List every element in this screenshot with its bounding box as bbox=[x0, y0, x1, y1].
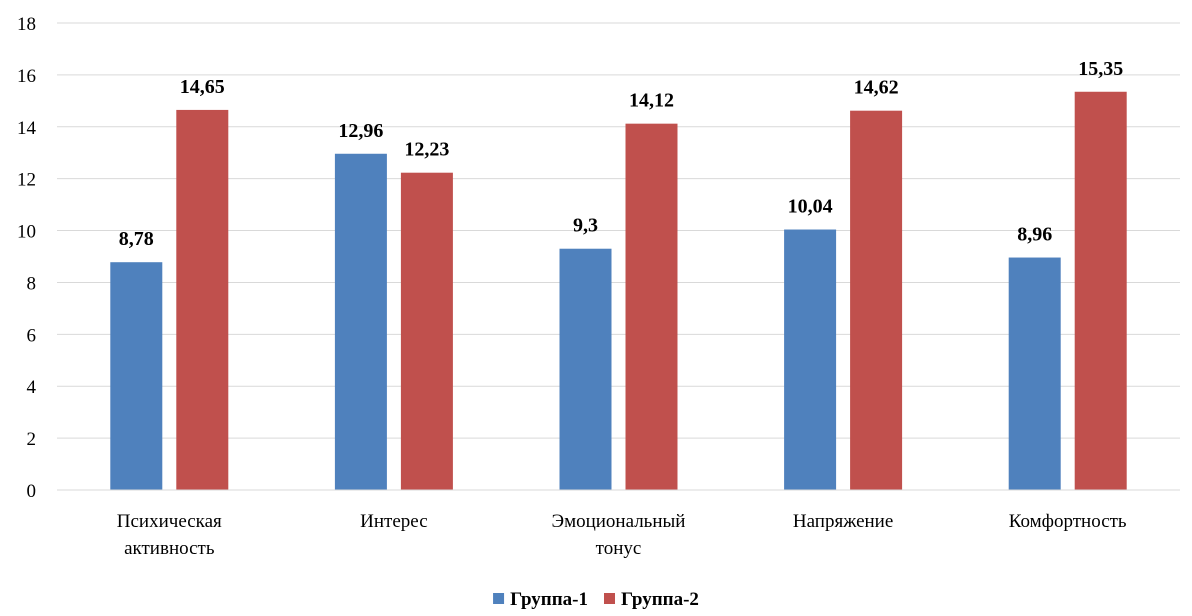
legend-label-2: Группа-2 bbox=[621, 589, 699, 610]
data-label: 15,35 bbox=[1078, 58, 1123, 80]
bar-2-5 bbox=[1074, 91, 1127, 490]
bar-2-3 bbox=[625, 123, 678, 491]
y-tick-label: 16 bbox=[17, 66, 36, 87]
bar-1-1 bbox=[110, 262, 163, 490]
y-tick-label: 18 bbox=[17, 14, 36, 35]
legend-swatch-1 bbox=[493, 593, 505, 604]
bar-1-5 bbox=[1008, 257, 1061, 490]
data-label: 8,96 bbox=[1017, 224, 1052, 246]
category-label-line: Эмоциональный bbox=[552, 511, 686, 532]
category-label: Напряжение bbox=[793, 511, 893, 532]
data-label: 10,04 bbox=[788, 196, 833, 218]
category-label-line: Напряжение bbox=[793, 511, 893, 532]
data-label: 14,12 bbox=[629, 90, 674, 112]
data-label: 12,23 bbox=[404, 139, 449, 161]
category-label: Психическая активность bbox=[117, 511, 222, 559]
category-label-line: Интерес bbox=[360, 511, 427, 532]
category-label: Комфортность bbox=[1009, 511, 1127, 532]
data-label: 9,3 bbox=[573, 215, 598, 237]
category-label-line: тонус bbox=[596, 538, 642, 559]
y-axis-ticks: 0 2 4 6 8 10 12 14 16 18 bbox=[17, 14, 37, 502]
y-tick-label: 0 bbox=[27, 481, 37, 502]
y-tick-label: 12 bbox=[17, 170, 36, 191]
legend: Группа-1 Группа-2 bbox=[493, 589, 699, 610]
bars bbox=[110, 91, 1127, 491]
bar-2-2 bbox=[400, 172, 453, 490]
legend-label-1: Группа-1 bbox=[510, 589, 588, 610]
data-label: 12,96 bbox=[338, 120, 383, 142]
y-tick-label: 6 bbox=[27, 325, 37, 346]
data-labels: 8,78 14,65 12,96 12,23 9,3 14,12 10,04 14,62 8,9… bbox=[119, 58, 1123, 250]
category-label-line: Психическая bbox=[117, 511, 222, 532]
category-label-line: активность bbox=[124, 538, 215, 559]
category-label: Эмоциональный тонус bbox=[552, 511, 686, 559]
gridlines bbox=[57, 22, 1180, 439]
bar-2-4 bbox=[850, 110, 903, 490]
y-tick-label: 2 bbox=[27, 429, 37, 450]
data-label: 8,78 bbox=[119, 228, 154, 250]
bar-1-4 bbox=[784, 229, 837, 491]
category-labels: Психическая активность Интерес Эмоциональны… bbox=[117, 511, 1127, 559]
category-label-line: Комфортность bbox=[1009, 511, 1127, 532]
category-label: Интерес bbox=[360, 511, 427, 532]
y-tick-label: 14 bbox=[17, 118, 37, 139]
y-tick-label: 4 bbox=[27, 377, 37, 398]
y-tick-label: 10 bbox=[17, 222, 36, 243]
bar-2-1 bbox=[176, 109, 229, 491]
bar-1-2 bbox=[334, 153, 387, 490]
data-label: 14,62 bbox=[854, 77, 899, 99]
bar-1-3 bbox=[559, 248, 612, 490]
legend-swatch-2 bbox=[604, 593, 615, 604]
y-tick-label: 8 bbox=[27, 273, 37, 294]
data-label: 14,65 bbox=[180, 76, 225, 98]
